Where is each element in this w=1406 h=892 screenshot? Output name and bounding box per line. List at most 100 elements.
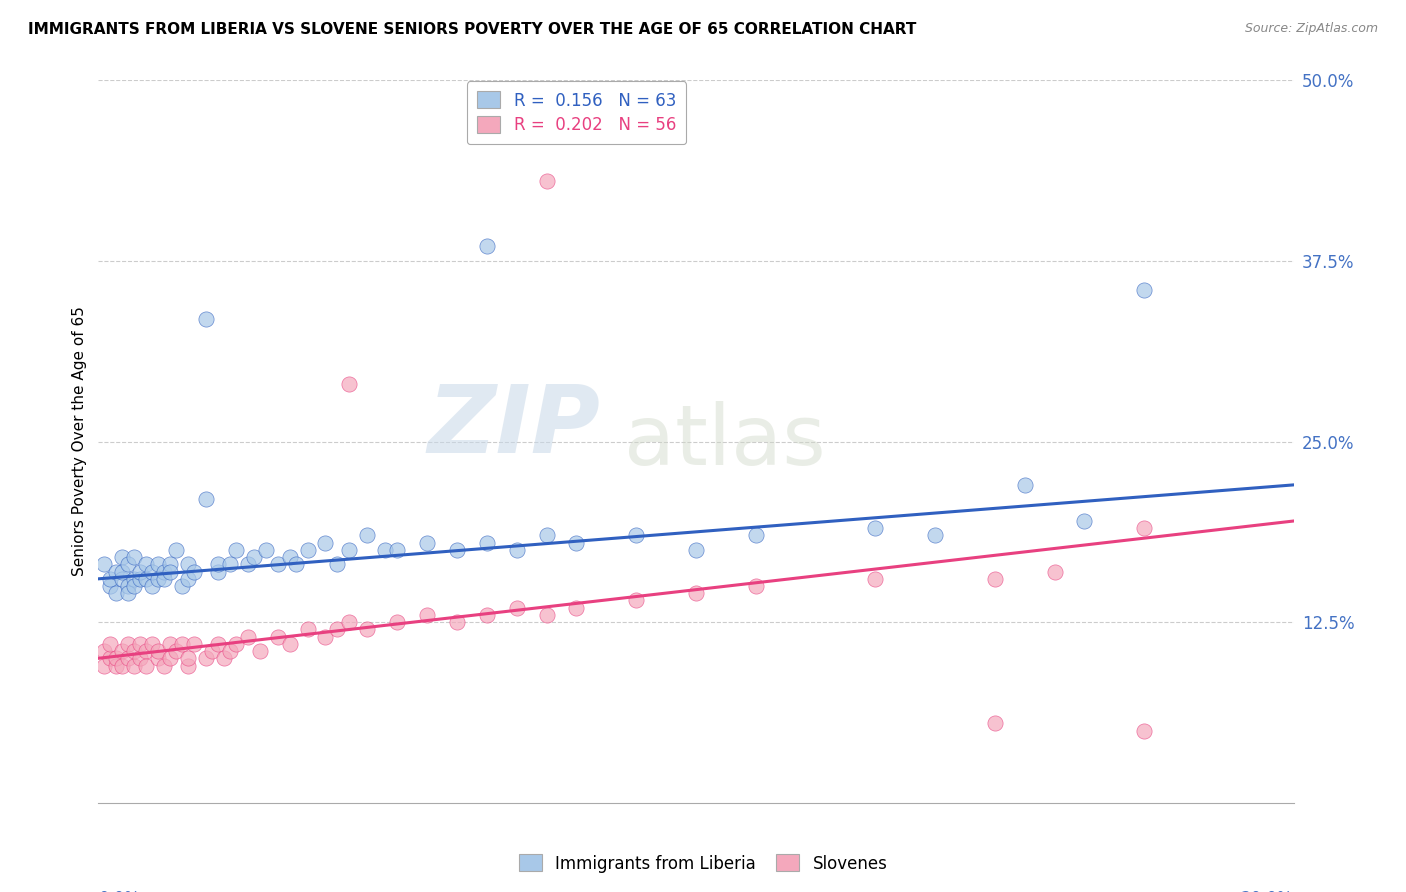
Point [267, 558, 290, 572]
Text: atlas: atlas [624, 401, 825, 482]
Point [135, 658, 157, 673]
Point [536, 174, 558, 188]
Text: ZIP: ZIP [427, 381, 600, 473]
Legend: R =  0.156   N = 63, R =  0.202   N = 56: R = 0.156 N = 63, R = 0.202 N = 56 [467, 81, 686, 145]
Point [297, 623, 319, 637]
Point [165, 644, 187, 658]
Point [148, 644, 170, 658]
Point [475, 607, 498, 622]
Point [124, 579, 146, 593]
Point [626, 528, 648, 542]
Point [475, 535, 498, 549]
Point [565, 600, 588, 615]
Point [356, 528, 378, 542]
Point [129, 637, 152, 651]
Point [159, 651, 181, 665]
Point [219, 644, 242, 658]
Point [177, 572, 200, 586]
Point [1133, 283, 1156, 297]
Text: 20.0%: 20.0% [1241, 889, 1294, 892]
Point [177, 558, 200, 572]
Point [685, 586, 707, 600]
Point [1043, 565, 1066, 579]
Point [172, 637, 194, 651]
Point [111, 644, 134, 658]
Point [141, 579, 163, 593]
Point [183, 565, 205, 579]
Point [124, 644, 146, 658]
Point [93, 558, 115, 572]
Point [105, 586, 128, 600]
Point [207, 637, 229, 651]
Point [93, 644, 115, 658]
Point [984, 716, 1007, 731]
Point [153, 565, 176, 579]
Point [117, 586, 139, 600]
Point [148, 572, 170, 586]
Point [339, 615, 361, 630]
Point [297, 542, 319, 557]
Point [135, 572, 157, 586]
Point [212, 651, 235, 665]
Point [153, 658, 176, 673]
Point [195, 651, 218, 665]
Point [117, 651, 139, 665]
Point [506, 600, 529, 615]
Point [278, 637, 301, 651]
Point [111, 572, 134, 586]
Point [315, 535, 337, 549]
Point [326, 623, 349, 637]
Point [201, 644, 224, 658]
Point [284, 558, 307, 572]
Point [745, 528, 768, 542]
Point [111, 658, 134, 673]
Point [159, 558, 181, 572]
Point [326, 558, 349, 572]
Point [207, 565, 229, 579]
Point [475, 239, 498, 253]
Point [243, 550, 266, 565]
Point [148, 651, 170, 665]
Point [865, 572, 887, 586]
Point [105, 565, 128, 579]
Point [124, 550, 146, 565]
Point [177, 651, 200, 665]
Point [1133, 521, 1156, 535]
Point [565, 535, 588, 549]
Point [105, 658, 128, 673]
Point [356, 623, 378, 637]
Point [141, 637, 163, 651]
Point [236, 558, 259, 572]
Y-axis label: Seniors Poverty Over the Age of 65: Seniors Poverty Over the Age of 65 [72, 307, 87, 576]
Point [385, 615, 409, 630]
Point [105, 651, 128, 665]
Point [446, 615, 468, 630]
Point [1014, 478, 1036, 492]
Text: 0.0%: 0.0% [98, 889, 141, 892]
Point [865, 521, 887, 535]
Point [195, 311, 218, 326]
Point [153, 572, 176, 586]
Point [183, 637, 205, 651]
Point [745, 579, 768, 593]
Point [124, 658, 146, 673]
Point [159, 565, 181, 579]
Point [98, 572, 122, 586]
Point [135, 644, 157, 658]
Point [278, 550, 301, 565]
Point [536, 528, 558, 542]
Point [254, 542, 277, 557]
Point [1133, 723, 1156, 738]
Point [93, 658, 115, 673]
Point [129, 651, 152, 665]
Point [267, 630, 290, 644]
Point [219, 558, 242, 572]
Point [117, 579, 139, 593]
Point [124, 572, 146, 586]
Point [159, 637, 181, 651]
Point [111, 550, 134, 565]
Point [536, 607, 558, 622]
Point [416, 607, 439, 622]
Point [195, 492, 218, 507]
Point [339, 376, 361, 391]
